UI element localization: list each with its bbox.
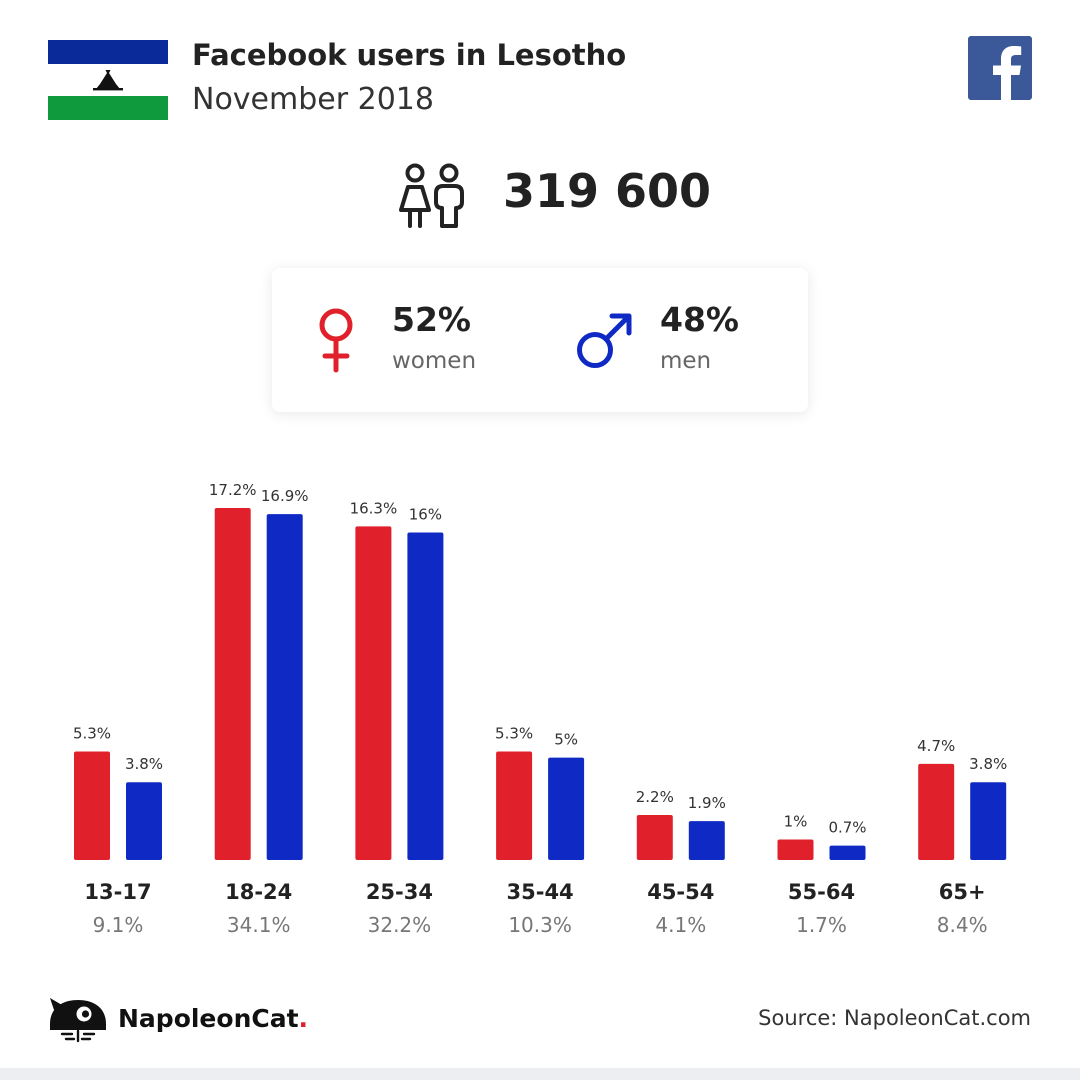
age-group-label: 18-24 [225,880,292,904]
gender-split-card: 52% women 48% men [272,268,808,412]
page-subtitle: November 2018 [192,82,434,117]
people-icon [399,163,464,228]
source-text: Source: NapoleonCat.com [758,1006,1031,1030]
bar-men-13-17 [126,782,162,860]
bar-value-label: 3.8% [969,755,1007,773]
bar-value-label: 2.2% [636,788,674,806]
bar-men-65+ [970,782,1007,860]
bar-value-label: 5% [554,731,578,749]
age-group-label: 25-34 [366,880,433,904]
bar-men-18-24 [266,514,303,860]
brand-text: NapoleonCat [118,1004,299,1033]
age-group-label: 13-17 [84,880,151,904]
bar-value-label: 3.8% [125,755,163,773]
bar-value-label: 1% [784,813,808,831]
age-gender-bar-chart: 5.3% 3.8% 13-17 9.1% 17.2% 16.9% 18-24 34.1% 16.… [73,481,1007,937]
bar-value-label: 17.2% [209,481,257,499]
women-percent: 52% [392,300,471,339]
napoleoncat-logo-icon [50,998,106,1043]
bar-men-45-54 [688,821,725,860]
bar-men-55-64 [829,845,866,860]
age-group-total: 4.1% [655,913,706,937]
bar-value-label: 16% [409,506,442,524]
bar-value-label: 1.9% [688,794,726,812]
bar-value-label: 4.7% [917,737,955,755]
age-group-total: 34.1% [227,913,291,937]
bar-value-label: 16.9% [261,487,309,505]
bar-women-45-54 [636,814,673,860]
bar-value-label: 0.7% [828,819,866,837]
bar-men-25-34 [407,532,444,860]
female-icon [319,308,353,373]
bar-women-65+ [918,763,955,860]
bar-value-label: 5.3% [73,725,111,743]
age-group-total: 32.2% [368,913,432,937]
men-label: men [660,348,712,374]
age-group-label: 65+ [939,880,986,904]
brand-name[interactable]: NapoleonCat. [118,1004,308,1033]
brand-dot: . [298,1004,309,1033]
age-group-total: 10.3% [508,913,572,937]
age-group-total: 1.7% [796,913,847,937]
bar-women-13-17 [74,751,110,860]
bar-women-55-64 [777,839,814,860]
bar-women-18-24 [214,508,251,860]
age-group-total: 9.1% [93,913,144,937]
bar-value-label: 5.3% [495,725,533,743]
page-title: Facebook users in Lesotho [192,38,627,72]
age-group-label: 35-44 [507,880,574,904]
age-group-label: 45-54 [647,880,714,904]
total-users-value: 319 600 [503,164,712,218]
age-group-label: 55-64 [788,880,855,904]
bar-value-label: 16.3% [350,499,398,517]
bottom-strip [0,1068,1080,1080]
women-label: women [392,348,477,374]
male-icon [577,313,632,368]
lesotho-flag-icon [48,40,168,120]
age-group-total: 8.4% [937,913,988,937]
bar-women-25-34 [355,526,392,860]
men-percent: 48% [660,300,739,339]
facebook-icon[interactable] [968,36,1032,100]
bar-women-35-44 [496,751,533,860]
bar-men-35-44 [548,757,585,860]
